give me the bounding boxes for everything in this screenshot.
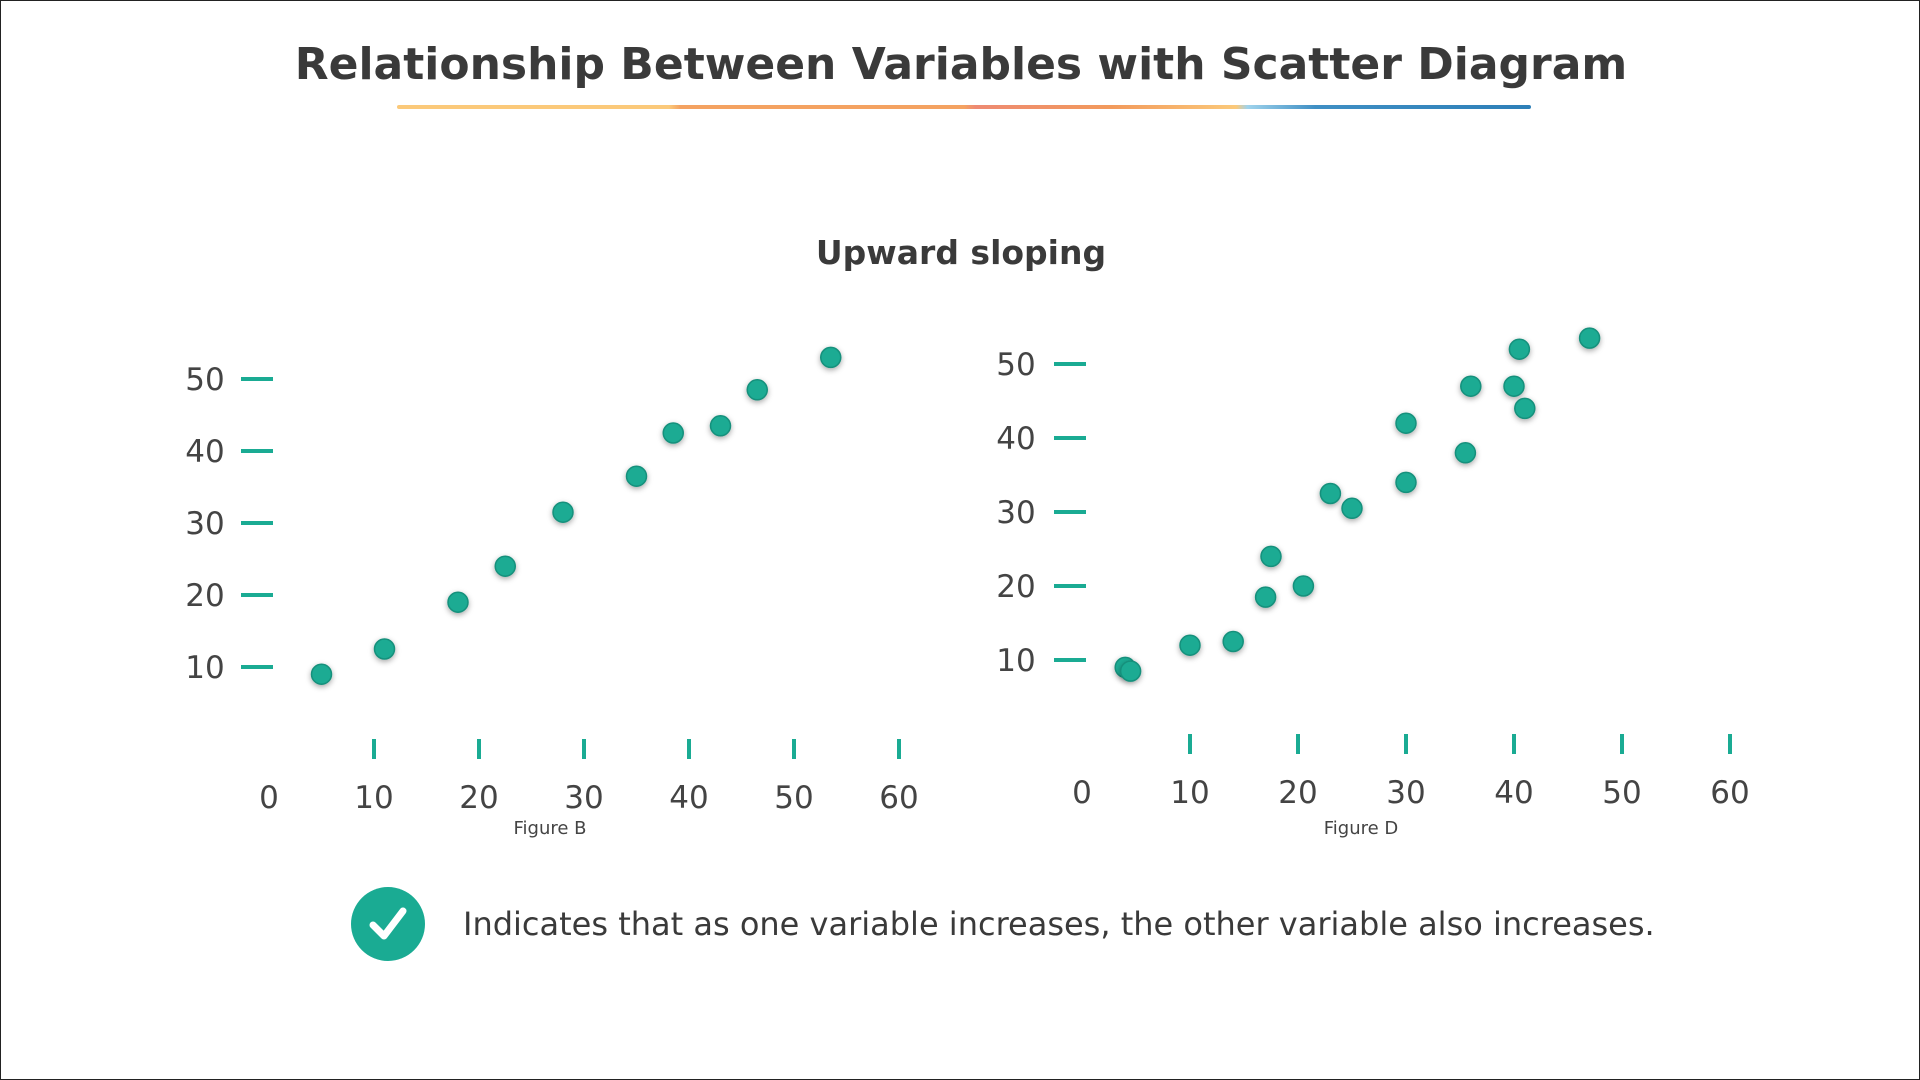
title-underline <box>397 105 1531 109</box>
y-tick-label: 50 <box>185 362 224 398</box>
data-point <box>373 638 396 660</box>
x-tick-label: 10 <box>1170 775 1209 811</box>
y-tick-label: 30 <box>996 495 1035 531</box>
data-point <box>1319 482 1342 505</box>
y-tick-label: 10 <box>996 643 1035 679</box>
y-tick-label: 40 <box>185 434 224 470</box>
x-tick-label: 60 <box>879 780 918 816</box>
data-point <box>1395 412 1417 434</box>
data-point <box>1179 634 1201 656</box>
data-point <box>1503 375 1525 397</box>
x-tick-label: 50 <box>774 780 813 816</box>
data-point <box>1395 471 1417 494</box>
data-point <box>1260 545 1282 568</box>
data-point <box>1578 327 1601 349</box>
check-icon <box>351 887 425 961</box>
x-tick-label: 20 <box>1278 775 1317 811</box>
y-tick-label: 20 <box>185 578 224 614</box>
data-point <box>1341 497 1363 520</box>
x-tick-label: 30 <box>1386 775 1425 811</box>
x-tick-label: 40 <box>669 780 708 816</box>
y-tick-label: 10 <box>185 650 224 686</box>
data-point <box>447 591 469 613</box>
figure-caption: Figure B <box>513 818 586 839</box>
scatter-chart-figure-d: 0 10 20 30 40 50 60 10 20 30 40 50 Figure D <box>996 299 1750 839</box>
note-row: Indicates that as one variable increases… <box>351 887 1655 961</box>
data-point <box>1292 575 1315 597</box>
data-point <box>662 422 684 444</box>
note-text: Indicates that as one variable increases… <box>463 905 1655 943</box>
data-point <box>1119 660 1142 682</box>
data-point <box>1460 375 1482 397</box>
data-point <box>310 663 333 685</box>
x-tick-label: 50 <box>1602 775 1641 811</box>
x-tick-label: 0 <box>259 780 279 816</box>
chart-subtitle: Upward sloping <box>815 233 1107 272</box>
data-point <box>1222 630 1244 653</box>
x-tick-label: 60 <box>1710 775 1749 811</box>
page-title: Relationship Between Variables with Scat… <box>294 39 1628 90</box>
y-tick-label: 30 <box>185 506 224 542</box>
data-point <box>494 555 516 577</box>
data-point <box>746 379 768 401</box>
y-tick-label: 50 <box>996 347 1035 383</box>
data-point <box>1514 397 1536 420</box>
data-point <box>552 501 574 523</box>
x-tick-label: 20 <box>459 780 498 816</box>
data-point <box>1254 586 1277 608</box>
data-point <box>1454 442 1477 464</box>
data-point <box>820 346 842 369</box>
x-tick-label: 30 <box>564 780 603 816</box>
data-point <box>709 415 732 437</box>
data-point <box>1508 338 1531 360</box>
scatter-chart-figure-b: 0 10 20 30 40 50 60 10 20 30 40 50 Figure B <box>185 303 919 839</box>
y-tick-label: 40 <box>996 421 1035 457</box>
x-tick-label: 0 <box>1072 775 1092 811</box>
x-tick-label: 10 <box>354 780 393 816</box>
y-tick-label: 20 <box>996 569 1035 605</box>
x-tick-label: 40 <box>1494 775 1533 811</box>
data-point <box>625 465 648 487</box>
figure-caption: Figure D <box>1324 818 1399 839</box>
